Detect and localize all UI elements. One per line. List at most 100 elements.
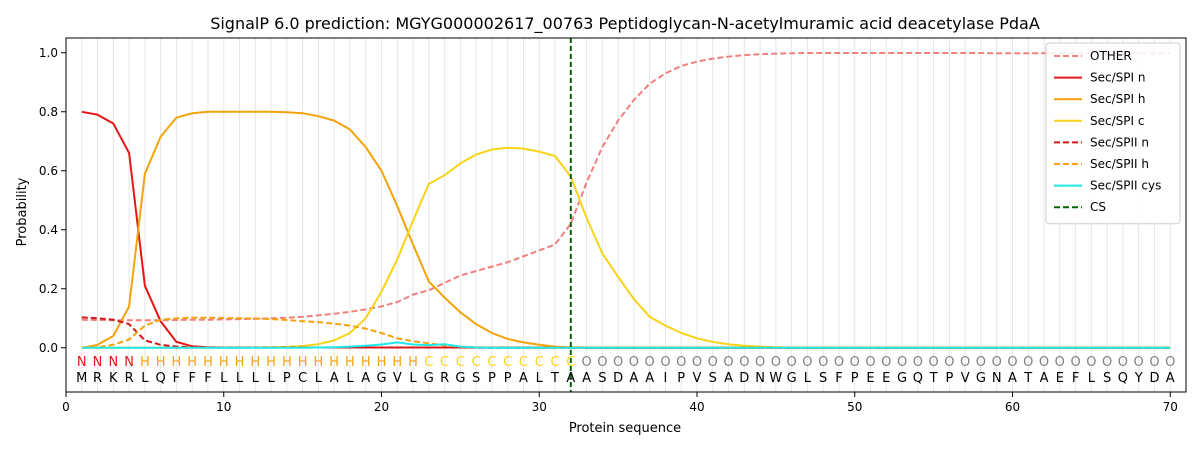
plot-series <box>81 38 1171 392</box>
residue-label: E <box>866 371 874 386</box>
region-label: N <box>124 355 134 370</box>
residue-label: L <box>267 371 275 386</box>
region-label: O <box>1055 355 1065 370</box>
region-label: O <box>1118 355 1128 370</box>
region-label: H <box>187 355 197 370</box>
y-tick-label: 1.0 <box>39 46 58 60</box>
residue-label: G <box>897 371 907 386</box>
residue-label: A <box>361 371 370 386</box>
region-label: H <box>219 355 229 370</box>
residue-label: T <box>550 371 559 386</box>
region-label: O <box>755 355 765 370</box>
legend: OTHER Sec/SPI n Sec/SPI h Sec/SPI c Sec/SPII… <box>1045 42 1181 225</box>
legend-label: Sec/SPI c <box>1090 114 1144 128</box>
residue-label: G <box>376 371 386 386</box>
residue-label: A <box>519 371 528 386</box>
region-label: H <box>314 355 324 370</box>
residue-label: S <box>709 371 717 386</box>
region-label: O <box>1070 355 1080 370</box>
region-label: O <box>897 355 907 370</box>
chart-title: SignalP 6.0 prediction: MGYG000002617_00… <box>210 14 1040 34</box>
residue-label: C <box>298 371 307 386</box>
region-label: O <box>913 355 923 370</box>
region-label: O <box>960 355 970 370</box>
region-label: H <box>235 355 245 370</box>
residue-label: L <box>220 371 228 386</box>
residue-label: L <box>315 371 323 386</box>
region-label: O <box>1086 355 1096 370</box>
x-tick-label: 70 <box>1163 400 1178 414</box>
region-label: H <box>377 355 387 370</box>
series-line-0 <box>81 52 1171 322</box>
region-label: C <box>456 355 465 370</box>
residue-label: Y <box>1134 371 1143 386</box>
region-label: C <box>487 355 496 370</box>
region-label: H <box>156 355 166 370</box>
y-tick-label: 0.0 <box>39 341 58 355</box>
x-tick-label: 20 <box>374 400 389 414</box>
region-label: O <box>1165 355 1175 370</box>
residue-label: R <box>440 371 449 386</box>
residue-label: A <box>724 371 733 386</box>
residue-label: A <box>629 371 638 386</box>
x-tick-label: 0 <box>62 400 70 414</box>
region-label: H <box>392 355 402 370</box>
x-axis-label: Protein sequence <box>569 421 681 436</box>
residue-label: V <box>961 371 970 386</box>
region-label: H <box>345 355 355 370</box>
residue-label: T <box>929 371 938 386</box>
region-label: C <box>440 355 449 370</box>
region-label: C <box>519 355 528 370</box>
region-label: O <box>818 355 828 370</box>
residue-label: L <box>346 371 354 386</box>
region-label: O <box>597 355 607 370</box>
residue-label: L <box>141 371 149 386</box>
region-label: H <box>329 355 339 370</box>
region-label: N <box>77 355 87 370</box>
residue-label: L <box>1088 371 1096 386</box>
region-label: O <box>992 355 1002 370</box>
x-tick-label: 30 <box>532 400 547 414</box>
region-label: C <box>503 355 512 370</box>
residue-label: A <box>1166 371 1175 386</box>
residue-label: S <box>472 371 480 386</box>
residue-label: S <box>1103 371 1111 386</box>
region-label: H <box>250 355 260 370</box>
axes: 0 10 20 30 40 50 60 70 0.0 0.2 0.4 0.6 0.8 1.0 <box>39 37 1187 414</box>
residue-label: Q <box>913 371 923 386</box>
residue-label: L <box>236 371 244 386</box>
region-label: N <box>108 355 118 370</box>
residue-label: P <box>283 371 291 386</box>
region-label: N <box>93 355 103 370</box>
residue-label: I <box>664 371 668 386</box>
y-tick-label: 0.8 <box>39 105 58 119</box>
residue-label: V <box>393 371 402 386</box>
region-label: O <box>581 355 591 370</box>
legend-label: Sec/SPI h <box>1090 92 1145 106</box>
region-label: H <box>282 355 292 370</box>
residue-label: A <box>1008 371 1017 386</box>
region-label: H <box>140 355 150 370</box>
region-label: C <box>550 355 559 370</box>
legend-label: Sec/SPII n <box>1090 135 1149 149</box>
y-axis-label: Probability <box>15 177 30 246</box>
region-label: C <box>535 355 544 370</box>
residue-label: N <box>992 371 1002 386</box>
residue-label: A <box>330 371 339 386</box>
y-tick-label: 0.2 <box>39 282 58 296</box>
residue-label: L <box>409 371 417 386</box>
region-label: O <box>676 355 686 370</box>
residue-label: N <box>755 371 765 386</box>
residue-label: P <box>945 371 953 386</box>
residue-label: L <box>252 371 260 386</box>
region-label: O <box>1134 355 1144 370</box>
region-label: O <box>692 355 702 370</box>
residue-label: L <box>804 371 812 386</box>
residue-label: G <box>976 371 986 386</box>
residue-label: S <box>819 371 827 386</box>
residue-label: S <box>598 371 606 386</box>
plot-frame <box>65 37 1187 393</box>
residue-label: L <box>536 371 544 386</box>
